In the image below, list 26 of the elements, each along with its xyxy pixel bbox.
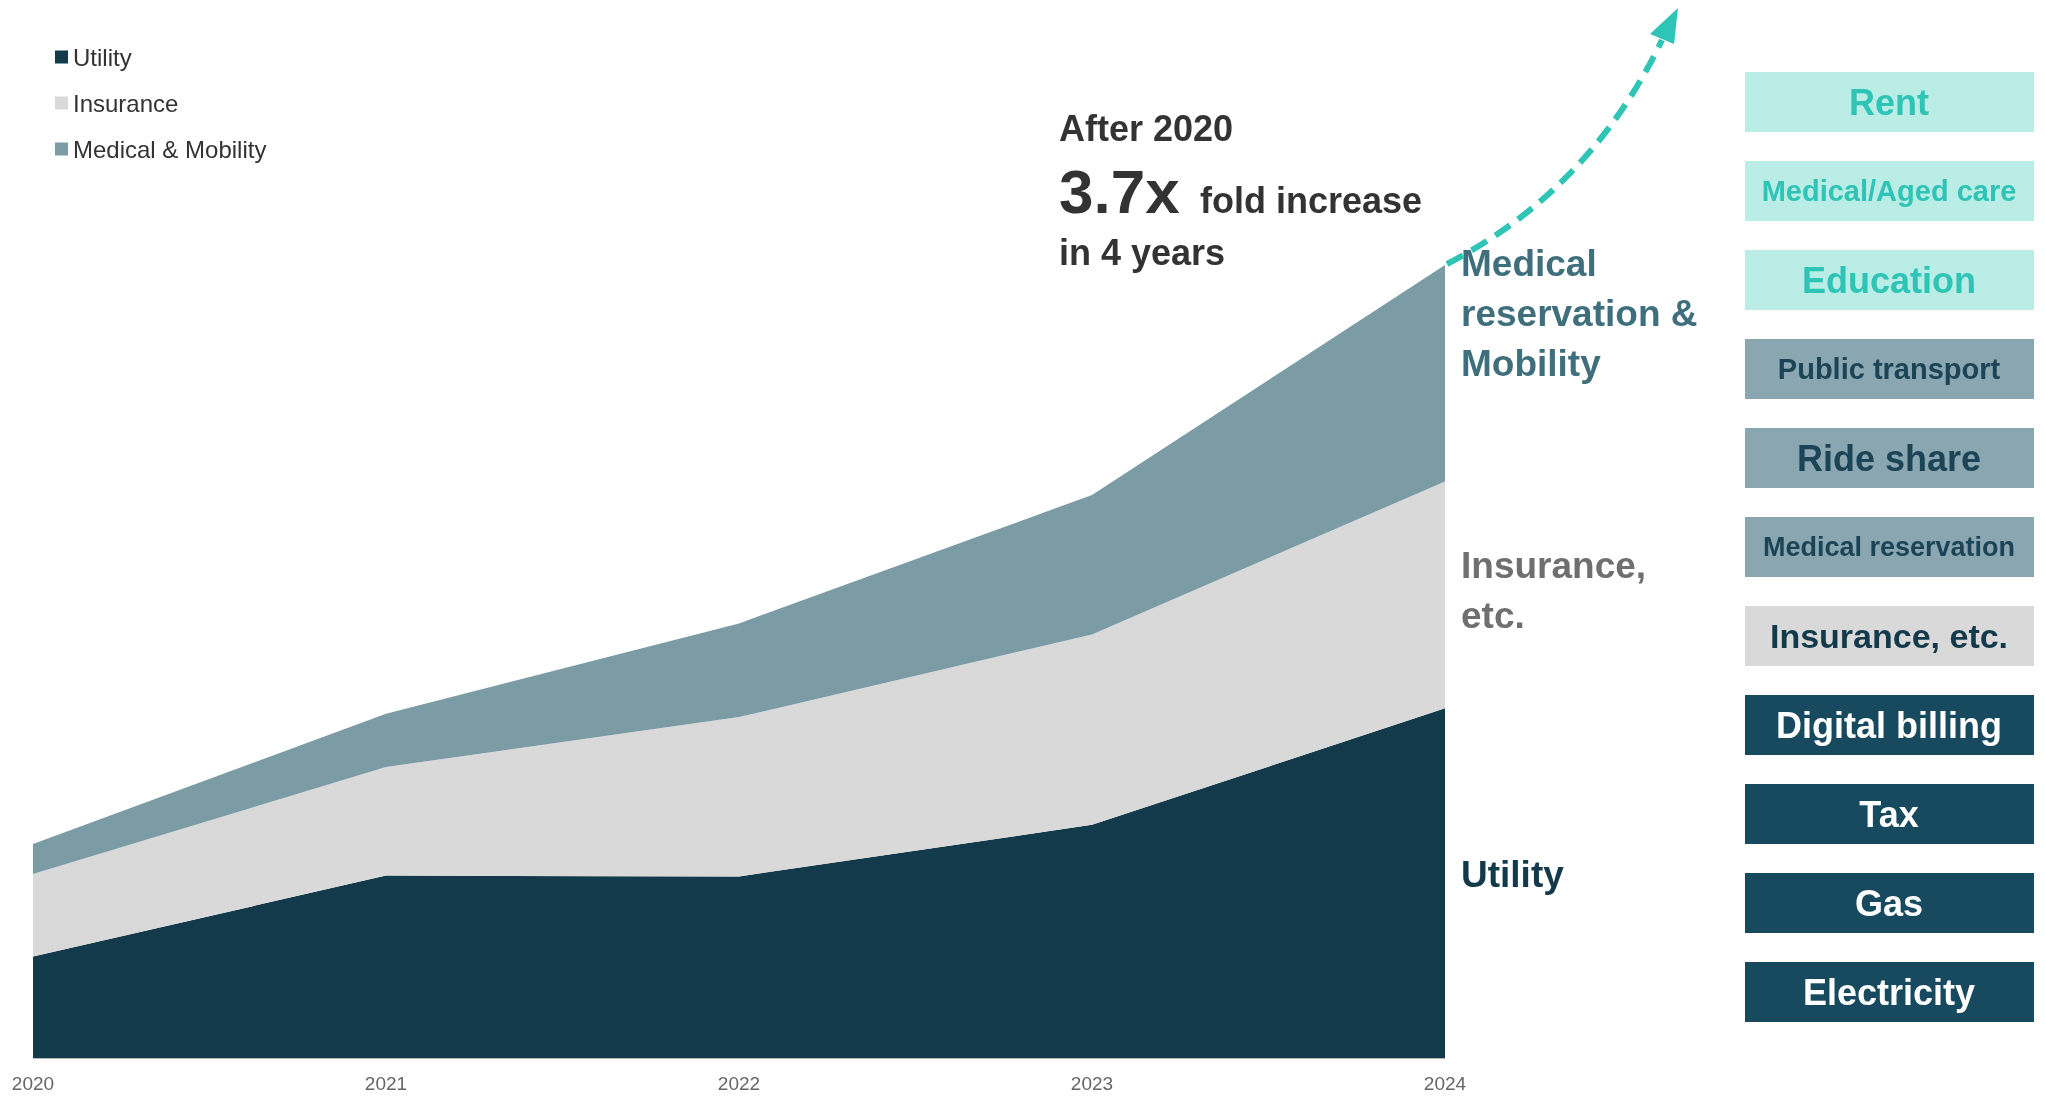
text: Medical reservation: [1762, 532, 2016, 562]
text: Ride share: [1796, 437, 1982, 479]
x-tick-label: 2020: [11, 1073, 55, 1094]
x-tick-label: 2022: [717, 1073, 761, 1094]
annotation: in 4 years: [1059, 231, 1226, 273]
text: Insurance, etc.: [1461, 544, 1657, 636]
text: Tax: [1859, 793, 1919, 835]
x-tick-label: 2021: [364, 1073, 408, 1094]
text: Rent: [1849, 81, 1930, 123]
x-tick-label: 2024: [1423, 1073, 1467, 1094]
text: After 2020: [1059, 107, 1234, 149]
text: Electricity: [1802, 971, 1976, 1013]
text: fold increase: [1200, 179, 1423, 221]
legend-label: Medical & Mobility: [73, 135, 267, 163]
text: Utility: [1461, 853, 1565, 895]
text: Gas: [1854, 882, 1924, 924]
text: Digital billing: [1776, 704, 2002, 746]
text: Medical reservation & Mobility: [1461, 242, 1708, 384]
text: Insurance, etc.: [1769, 617, 2009, 655]
x-tick-label: 2023: [1070, 1073, 1114, 1094]
legend-label: Utility: [73, 43, 132, 71]
legend-label: Insurance: [73, 89, 179, 117]
text: 3.7x: [1059, 156, 1181, 226]
text: Public transport: [1777, 353, 2001, 385]
text: Education: [1801, 259, 1977, 301]
text: Medical/Aged care: [1761, 175, 2017, 207]
